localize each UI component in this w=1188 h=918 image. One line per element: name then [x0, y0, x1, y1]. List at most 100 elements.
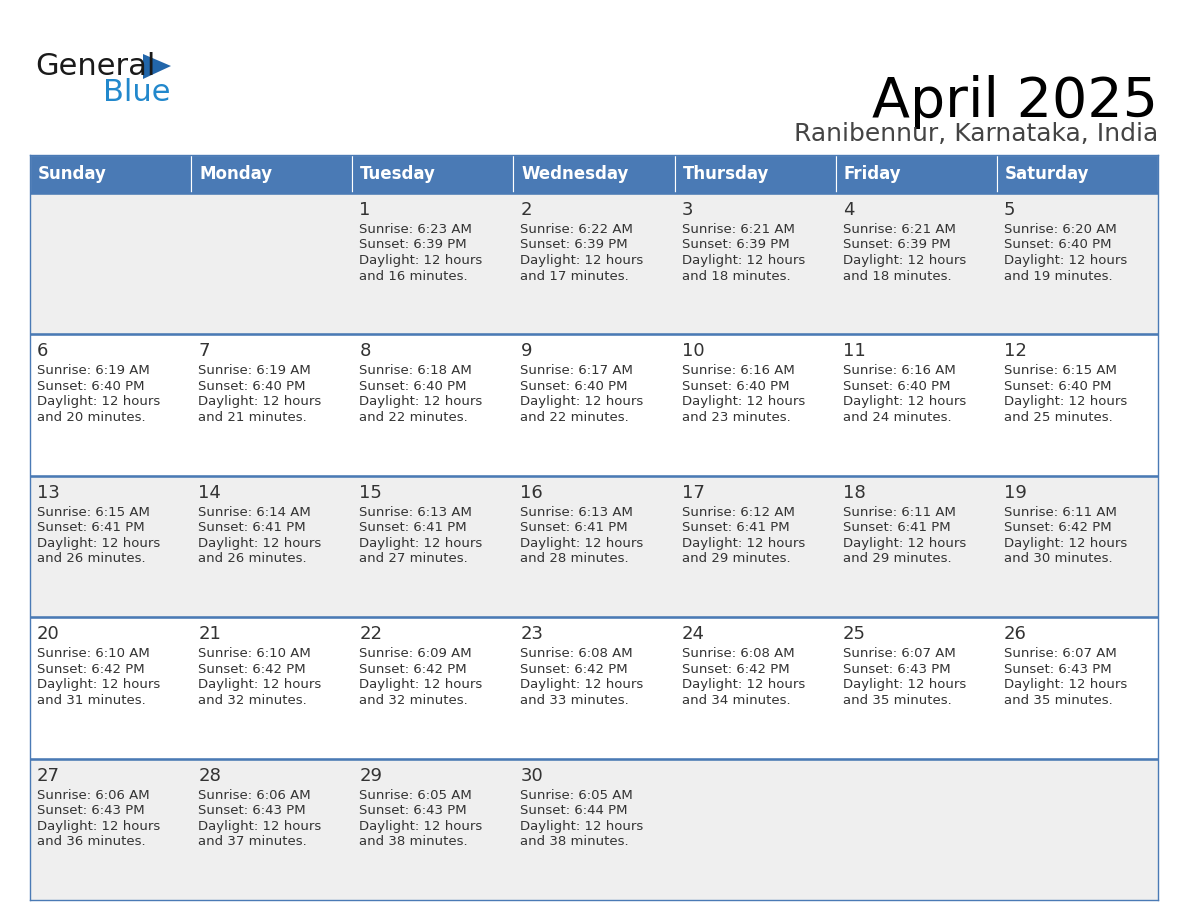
Text: and 26 minutes.: and 26 minutes.	[198, 553, 307, 565]
Bar	[30, 758, 191, 900]
Text: Sunrise: 6:06 AM: Sunrise: 6:06 AM	[198, 789, 311, 801]
Text: and 18 minutes.: and 18 minutes.	[682, 270, 790, 283]
Bar	[835, 155, 997, 193]
Text: Sunrise: 6:18 AM: Sunrise: 6:18 AM	[359, 364, 472, 377]
Text: and 29 minutes.: and 29 minutes.	[842, 553, 952, 565]
Text: Sunrise: 6:12 AM: Sunrise: 6:12 AM	[682, 506, 795, 519]
Text: Sunset: 6:43 PM: Sunset: 6:43 PM	[37, 804, 145, 817]
Text: 2: 2	[520, 201, 532, 219]
Bar	[835, 476, 997, 617]
Text: 30: 30	[520, 767, 543, 785]
Text: Sunrise: 6:11 AM: Sunrise: 6:11 AM	[1004, 506, 1117, 519]
Text: Sunset: 6:40 PM: Sunset: 6:40 PM	[682, 380, 789, 393]
Text: 15: 15	[359, 484, 383, 502]
Text: Sunrise: 6:05 AM: Sunrise: 6:05 AM	[359, 789, 472, 801]
Text: Daylight: 12 hours: Daylight: 12 hours	[682, 396, 804, 409]
Text: and 25 minutes.: and 25 minutes.	[1004, 411, 1113, 424]
Text: Daylight: 12 hours: Daylight: 12 hours	[359, 537, 482, 550]
Text: 25: 25	[842, 625, 866, 644]
Text: 12: 12	[1004, 342, 1026, 361]
Text: Daylight: 12 hours: Daylight: 12 hours	[359, 396, 482, 409]
Text: Sunrise: 6:07 AM: Sunrise: 6:07 AM	[842, 647, 955, 660]
Text: 20: 20	[37, 625, 59, 644]
Text: Daylight: 12 hours: Daylight: 12 hours	[359, 820, 482, 833]
Text: Sunset: 6:43 PM: Sunset: 6:43 PM	[359, 804, 467, 817]
Text: 28: 28	[198, 767, 221, 785]
Text: Sunset: 6:40 PM: Sunset: 6:40 PM	[359, 380, 467, 393]
Text: 21: 21	[198, 625, 221, 644]
Text: Daylight: 12 hours: Daylight: 12 hours	[37, 678, 160, 691]
Bar	[997, 758, 1158, 900]
Bar	[513, 334, 675, 476]
Text: Sunset: 6:44 PM: Sunset: 6:44 PM	[520, 804, 628, 817]
Text: General: General	[34, 52, 156, 81]
Text: Daylight: 12 hours: Daylight: 12 hours	[1004, 678, 1127, 691]
Bar	[353, 758, 513, 900]
Text: Sunset: 6:41 PM: Sunset: 6:41 PM	[198, 521, 305, 534]
Text: Sunset: 6:41 PM: Sunset: 6:41 PM	[842, 521, 950, 534]
Text: Sunrise: 6:16 AM: Sunrise: 6:16 AM	[842, 364, 955, 377]
Text: and 29 minutes.: and 29 minutes.	[682, 553, 790, 565]
Text: and 22 minutes.: and 22 minutes.	[520, 411, 630, 424]
Text: Sunset: 6:39 PM: Sunset: 6:39 PM	[842, 239, 950, 252]
Text: Sunrise: 6:23 AM: Sunrise: 6:23 AM	[359, 223, 472, 236]
Text: Sunrise: 6:16 AM: Sunrise: 6:16 AM	[682, 364, 795, 377]
Bar	[513, 476, 675, 617]
Text: and 28 minutes.: and 28 minutes.	[520, 553, 630, 565]
Text: and 38 minutes.: and 38 minutes.	[520, 835, 630, 848]
Text: Sunrise: 6:09 AM: Sunrise: 6:09 AM	[359, 647, 472, 660]
Text: Daylight: 12 hours: Daylight: 12 hours	[1004, 254, 1127, 267]
Text: 22: 22	[359, 625, 383, 644]
Text: Daylight: 12 hours: Daylight: 12 hours	[520, 254, 644, 267]
Bar	[353, 155, 513, 193]
Text: Sunset: 6:42 PM: Sunset: 6:42 PM	[1004, 521, 1112, 534]
Text: 8: 8	[359, 342, 371, 361]
Text: 19: 19	[1004, 484, 1026, 502]
Text: Daylight: 12 hours: Daylight: 12 hours	[682, 678, 804, 691]
Bar	[997, 193, 1158, 334]
Text: Daylight: 12 hours: Daylight: 12 hours	[198, 820, 322, 833]
Bar	[997, 155, 1158, 193]
Text: and 37 minutes.: and 37 minutes.	[198, 835, 307, 848]
Text: and 24 minutes.: and 24 minutes.	[842, 411, 952, 424]
Text: Daylight: 12 hours: Daylight: 12 hours	[37, 820, 160, 833]
Bar	[675, 193, 835, 334]
Text: Sunset: 6:42 PM: Sunset: 6:42 PM	[359, 663, 467, 676]
Text: Sunrise: 6:17 AM: Sunrise: 6:17 AM	[520, 364, 633, 377]
Text: Sunset: 6:42 PM: Sunset: 6:42 PM	[520, 663, 628, 676]
Text: Daylight: 12 hours: Daylight: 12 hours	[198, 537, 322, 550]
Text: Sunset: 6:42 PM: Sunset: 6:42 PM	[682, 663, 789, 676]
Text: Daylight: 12 hours: Daylight: 12 hours	[198, 678, 322, 691]
Text: 26: 26	[1004, 625, 1026, 644]
Text: Sunrise: 6:07 AM: Sunrise: 6:07 AM	[1004, 647, 1117, 660]
Text: and 32 minutes.: and 32 minutes.	[198, 694, 307, 707]
Text: 24: 24	[682, 625, 704, 644]
Text: and 21 minutes.: and 21 minutes.	[198, 411, 307, 424]
Text: and 32 minutes.: and 32 minutes.	[359, 694, 468, 707]
Text: and 36 minutes.: and 36 minutes.	[37, 835, 146, 848]
Text: Monday: Monday	[200, 165, 272, 183]
Text: 27: 27	[37, 767, 61, 785]
Text: Sunrise: 6:19 AM: Sunrise: 6:19 AM	[37, 364, 150, 377]
Bar	[191, 155, 353, 193]
Text: and 19 minutes.: and 19 minutes.	[1004, 270, 1112, 283]
Text: and 38 minutes.: and 38 minutes.	[359, 835, 468, 848]
Text: and 30 minutes.: and 30 minutes.	[1004, 553, 1112, 565]
Text: 10: 10	[682, 342, 704, 361]
Text: Ranibennur, Karnataka, India: Ranibennur, Karnataka, India	[794, 122, 1158, 146]
Bar	[835, 334, 997, 476]
Bar	[835, 758, 997, 900]
Bar	[997, 476, 1158, 617]
Bar	[353, 193, 513, 334]
Text: Sunrise: 6:10 AM: Sunrise: 6:10 AM	[37, 647, 150, 660]
Text: Daylight: 12 hours: Daylight: 12 hours	[842, 537, 966, 550]
Text: Daylight: 12 hours: Daylight: 12 hours	[682, 254, 804, 267]
Text: 23: 23	[520, 625, 543, 644]
Bar	[30, 193, 191, 334]
Text: 4: 4	[842, 201, 854, 219]
Text: Sunset: 6:40 PM: Sunset: 6:40 PM	[842, 380, 950, 393]
Text: Daylight: 12 hours: Daylight: 12 hours	[359, 254, 482, 267]
Text: 6: 6	[37, 342, 49, 361]
Text: Sunrise: 6:08 AM: Sunrise: 6:08 AM	[520, 647, 633, 660]
Text: and 27 minutes.: and 27 minutes.	[359, 553, 468, 565]
